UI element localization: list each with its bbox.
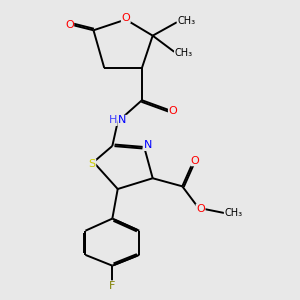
Text: O: O — [196, 204, 205, 214]
Text: S: S — [88, 159, 96, 169]
Text: CH₃: CH₃ — [175, 48, 193, 58]
Text: N: N — [144, 140, 152, 150]
Text: O: O — [122, 13, 130, 22]
Text: CH₃: CH₃ — [224, 208, 242, 218]
Text: F: F — [109, 281, 116, 291]
Text: H: H — [109, 116, 117, 125]
Text: O: O — [65, 20, 74, 30]
Text: O: O — [169, 106, 177, 116]
Text: N: N — [118, 116, 127, 125]
Text: O: O — [191, 156, 200, 166]
Text: CH₃: CH₃ — [177, 16, 195, 26]
